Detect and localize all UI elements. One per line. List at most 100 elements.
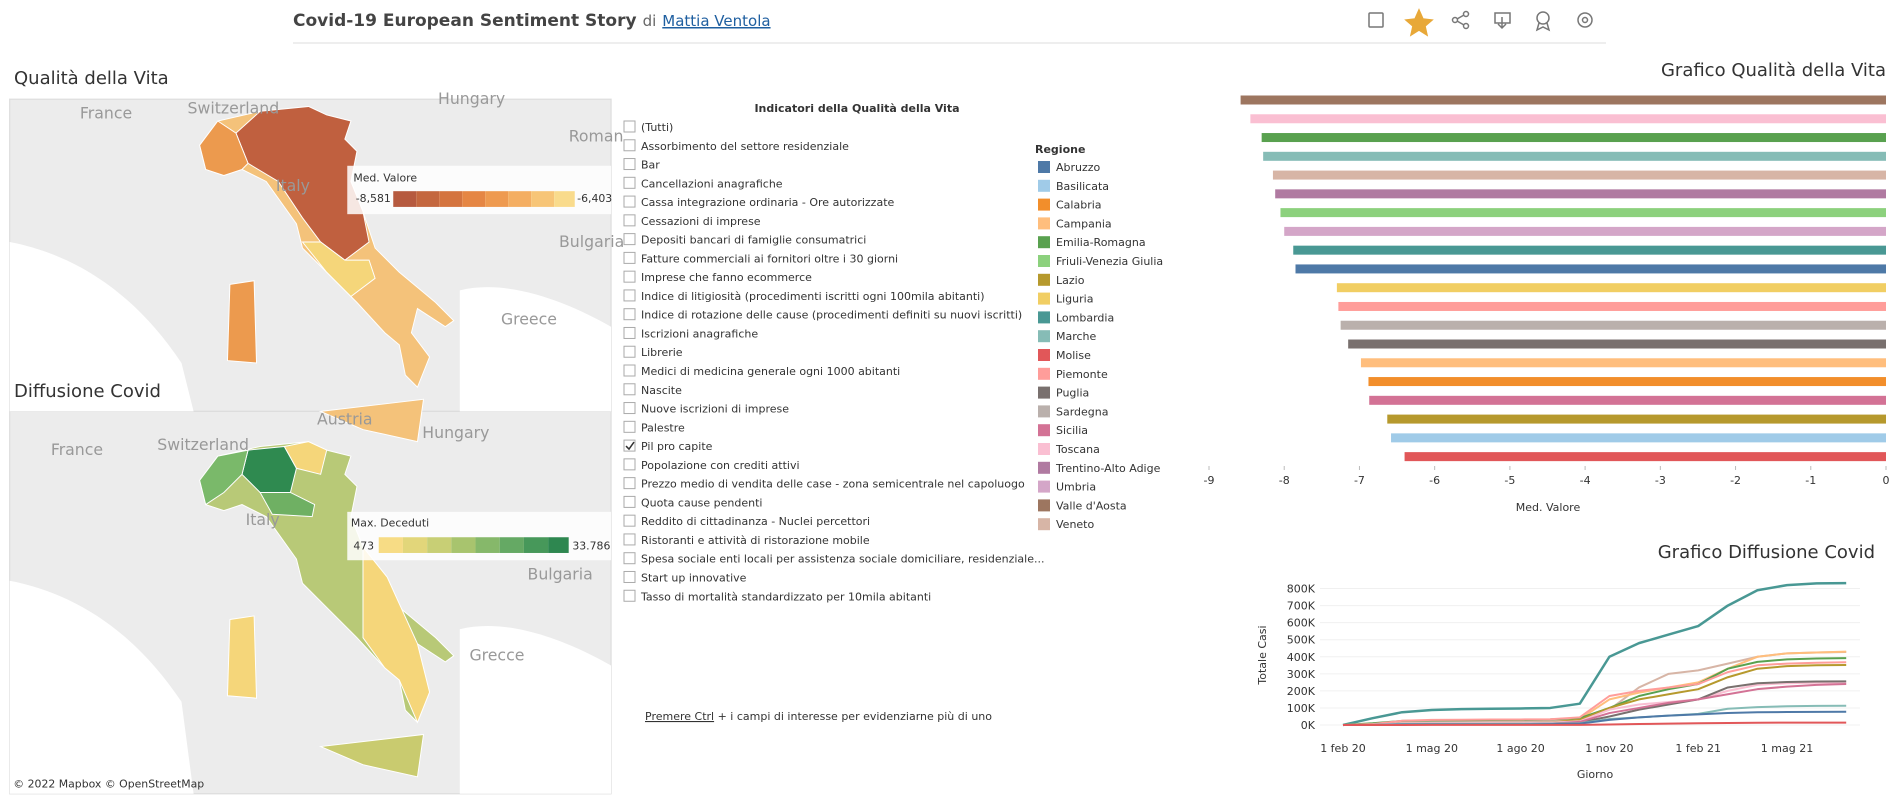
checkbox[interactable] [623, 195, 636, 208]
filter-item[interactable]: Nascite [641, 384, 682, 397]
filter-item[interactable]: Popolazione con crediti attivi [641, 459, 800, 472]
checkbox[interactable] [623, 420, 636, 433]
italy-quality [199, 105, 455, 443]
checkbox[interactable] [623, 251, 636, 264]
author-link[interactable]: Mattia Ventola [662, 12, 770, 30]
legend-item[interactable]: Molise [1056, 349, 1091, 362]
filter-item[interactable]: Medici di medicina generale ogni 1000 ab… [641, 365, 900, 378]
checkbox[interactable] [623, 120, 636, 133]
checkbox[interactable] [623, 458, 636, 471]
bar [1348, 339, 1886, 349]
download-icon[interactable] [1494, 12, 1511, 30]
checkbox[interactable] [623, 383, 636, 396]
favorite-icon[interactable] [1404, 8, 1434, 37]
filter-item[interactable]: Assorbimento del settore residenziale [641, 140, 849, 153]
checkbox[interactable] [623, 439, 636, 452]
filter-item[interactable]: (Tutti) [641, 121, 673, 134]
filter-item[interactable]: Librerie [641, 346, 683, 359]
hint: Premere Ctrl + i campi di interesse per … [645, 710, 992, 723]
legend-item[interactable]: Campania [1056, 217, 1112, 230]
checkbox[interactable] [623, 176, 636, 189]
bar [1275, 189, 1886, 199]
legend-item[interactable]: Lombardia [1056, 311, 1114, 324]
filter-item[interactable]: Cessazioni di imprese [641, 215, 761, 228]
checkbox[interactable] [623, 589, 636, 602]
filter-item[interactable]: Iscrizioni anagrafiche [641, 327, 758, 340]
legend-item[interactable]: Trentino-Alto Adige [1055, 462, 1161, 475]
filter-item[interactable]: Start up innovative [641, 571, 747, 584]
checkbox[interactable] [623, 270, 636, 283]
toolbar [1368, 8, 1593, 37]
filter-item[interactable]: Ristoranti e attività di ristorazione mo… [641, 534, 870, 547]
filter-item[interactable]: Indice di rotazione delle cause (procedi… [641, 309, 1022, 322]
legend-item[interactable]: Calabria [1056, 199, 1102, 212]
legend-item[interactable]: Emilia-Romagna [1056, 236, 1146, 249]
legend-item[interactable]: Friuli-Venezia Giulia [1056, 255, 1163, 268]
filter-item[interactable]: Depositi bancari di famiglie consumatric… [641, 234, 866, 247]
filter-item[interactable]: Tasso di mortalità standardizzato per 10… [640, 590, 931, 603]
edit-icon[interactable] [1368, 12, 1384, 28]
filter-item[interactable]: Pil pro capite [641, 440, 713, 453]
checkbox[interactable] [623, 158, 636, 171]
x-tick-label: -7 [1354, 474, 1365, 487]
filter-item[interactable]: Fatture commerciali ai fornitori oltre i… [641, 252, 898, 265]
checkbox[interactable] [623, 533, 636, 546]
legend-swatch [1038, 236, 1050, 249]
x-tick-label: -2 [1730, 474, 1741, 487]
filter-item[interactable]: Prezzo medio di vendita delle case - zon… [641, 478, 1025, 491]
legend-item[interactable]: Liguria [1056, 293, 1093, 306]
filter-item[interactable]: Quota cause pendenti [641, 496, 762, 509]
place-label: Italy [246, 510, 280, 529]
filter-item[interactable]: Nuove iscrizioni di imprese [641, 403, 789, 416]
checkbox[interactable] [623, 308, 636, 321]
checkbox[interactable] [623, 139, 636, 152]
legend-item[interactable]: Sardegna [1056, 405, 1109, 418]
filter-item[interactable]: Cancellazioni anagrafiche [641, 177, 783, 190]
check-mark [625, 441, 635, 451]
checkbox[interactable] [623, 477, 636, 490]
checkbox[interactable] [623, 514, 636, 527]
y-axis-label: Totale Casi [1256, 625, 1269, 685]
legend-item[interactable]: Piemonte [1056, 368, 1108, 381]
legend-item[interactable]: Marche [1056, 330, 1097, 343]
checkbox[interactable] [623, 402, 636, 415]
filter-item[interactable]: Indice di litigiosità (procedimenti iscr… [641, 290, 985, 303]
bar [1295, 264, 1886, 274]
legend-item[interactable]: Toscana [1055, 443, 1100, 456]
filter-item[interactable]: Reddito di cittadinanza - Nuclei percett… [641, 515, 870, 528]
legend-swatch [1038, 405, 1050, 418]
checkbox[interactable] [623, 570, 636, 583]
checkbox[interactable] [623, 495, 636, 508]
legend-item[interactable]: Sicilia [1056, 424, 1088, 437]
legend-item[interactable]: Veneto [1056, 518, 1094, 531]
legend-item[interactable]: Valle d'Aosta [1056, 499, 1127, 512]
metrics-icon[interactable] [1535, 11, 1551, 32]
hint-link[interactable]: Premere Ctrl [645, 710, 714, 723]
legend-item[interactable]: Basilicata [1056, 180, 1109, 193]
legend-item[interactable]: Umbria [1056, 481, 1096, 494]
filter-item[interactable]: Cassa integrazione ordinaria - Ore autor… [641, 196, 895, 209]
settings-icon[interactable] [1577, 12, 1593, 28]
checkbox[interactable] [623, 289, 636, 302]
checkbox[interactable] [623, 345, 636, 358]
share-icon[interactable] [1451, 10, 1470, 30]
place-label: Italy [276, 176, 310, 195]
filter-item[interactable]: Bar [641, 159, 660, 172]
bar [1338, 301, 1886, 311]
x-tick-label: -6 [1429, 474, 1440, 487]
legend-title: Regione [1035, 143, 1085, 156]
filter-item[interactable]: Imprese che fanno ecommerce [641, 271, 812, 284]
checkbox[interactable] [623, 552, 636, 565]
filter-item[interactable]: Palestre [641, 421, 685, 434]
checkbox[interactable] [623, 326, 636, 339]
checkbox[interactable] [623, 364, 636, 377]
checkbox[interactable] [623, 214, 636, 227]
legend-item[interactable]: Puglia [1056, 387, 1089, 400]
legend-swatch [1038, 198, 1050, 211]
legend-item[interactable]: Abruzzo [1056, 161, 1101, 174]
filter-item[interactable]: Spesa sociale enti locali per assistenza… [641, 553, 1045, 566]
checkbox[interactable] [623, 233, 636, 246]
legend-item[interactable]: Lazio [1056, 274, 1085, 287]
bar [1360, 358, 1886, 368]
